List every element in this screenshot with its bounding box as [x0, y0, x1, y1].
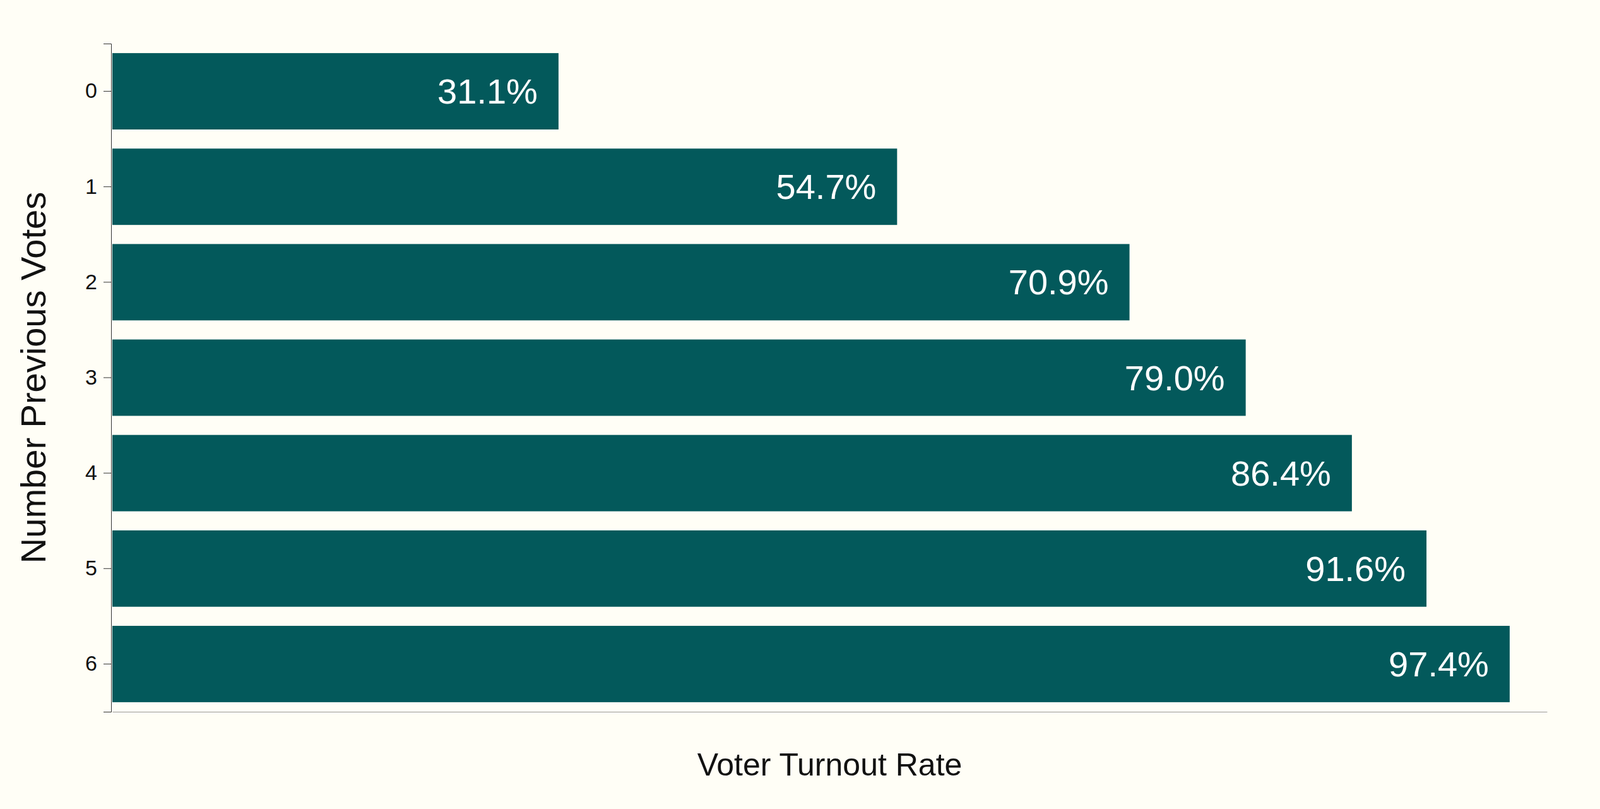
- data-label: 91.6%: [1305, 548, 1406, 589]
- bar: [112, 243, 1130, 320]
- data-label: 31.1%: [437, 71, 538, 112]
- bar: [112, 530, 1427, 607]
- y-tick-label: 4: [85, 460, 98, 485]
- y-tick-label: 0: [85, 78, 98, 103]
- y-tick-label: 6: [85, 650, 98, 675]
- y-tick: 0: [85, 78, 112, 103]
- data-labels: 31.1% 54.7% 70.9% 79.0% 86.4% 91.6% 97.4%: [437, 71, 1489, 684]
- y-tick: 1: [85, 174, 112, 199]
- bar: [112, 148, 897, 225]
- bar: [112, 53, 559, 130]
- bar: [112, 434, 1352, 512]
- bars: [112, 53, 1510, 702]
- y-tick-mark: [103, 568, 112, 569]
- data-label: 79.0%: [1124, 357, 1226, 398]
- chart: 31.1% 54.7% 70.9% 79.0% 86.4% 91.6% 97.4% 0 1 2 3 4…: [0, 0, 1600, 809]
- y-tick: 5: [85, 555, 112, 580]
- y-axis: 0 1 2 3 4 5 6: [85, 44, 112, 712]
- y-tick-mark: [103, 281, 112, 283]
- y-tick-mark: [103, 663, 112, 664]
- y-tick: 2: [85, 269, 112, 294]
- bar: [112, 625, 1510, 702]
- y-tick-mark: [103, 90, 112, 92]
- x-axis-title: Voter Turnout Rate: [697, 746, 963, 783]
- background: [0, 0, 1600, 809]
- data-label: 97.4%: [1388, 643, 1489, 684]
- y-tick: 4: [85, 460, 112, 485]
- y-tick-label: 2: [85, 269, 98, 294]
- y-tick-label: 1: [85, 174, 98, 199]
- bar: [112, 339, 1246, 416]
- data-label: 70.9%: [1008, 261, 1109, 302]
- x-axis: [112, 711, 1548, 712]
- data-label: 86.4%: [1230, 453, 1332, 493]
- y-tick: 6: [85, 650, 112, 675]
- y-tick: 3: [85, 364, 112, 389]
- y-axis-title: Number Previous Votes: [13, 191, 54, 563]
- y-tick-mark: [103, 186, 112, 187]
- x-axis-line: [112, 711, 1548, 712]
- y-axis-line: [103, 44, 112, 712]
- y-tick-label: 3: [85, 364, 98, 389]
- data-label: 54.7%: [776, 166, 877, 207]
- y-tick-label: 5: [85, 555, 98, 580]
- y-tick-mark: [103, 472, 112, 474]
- y-tick-mark: [103, 377, 112, 379]
